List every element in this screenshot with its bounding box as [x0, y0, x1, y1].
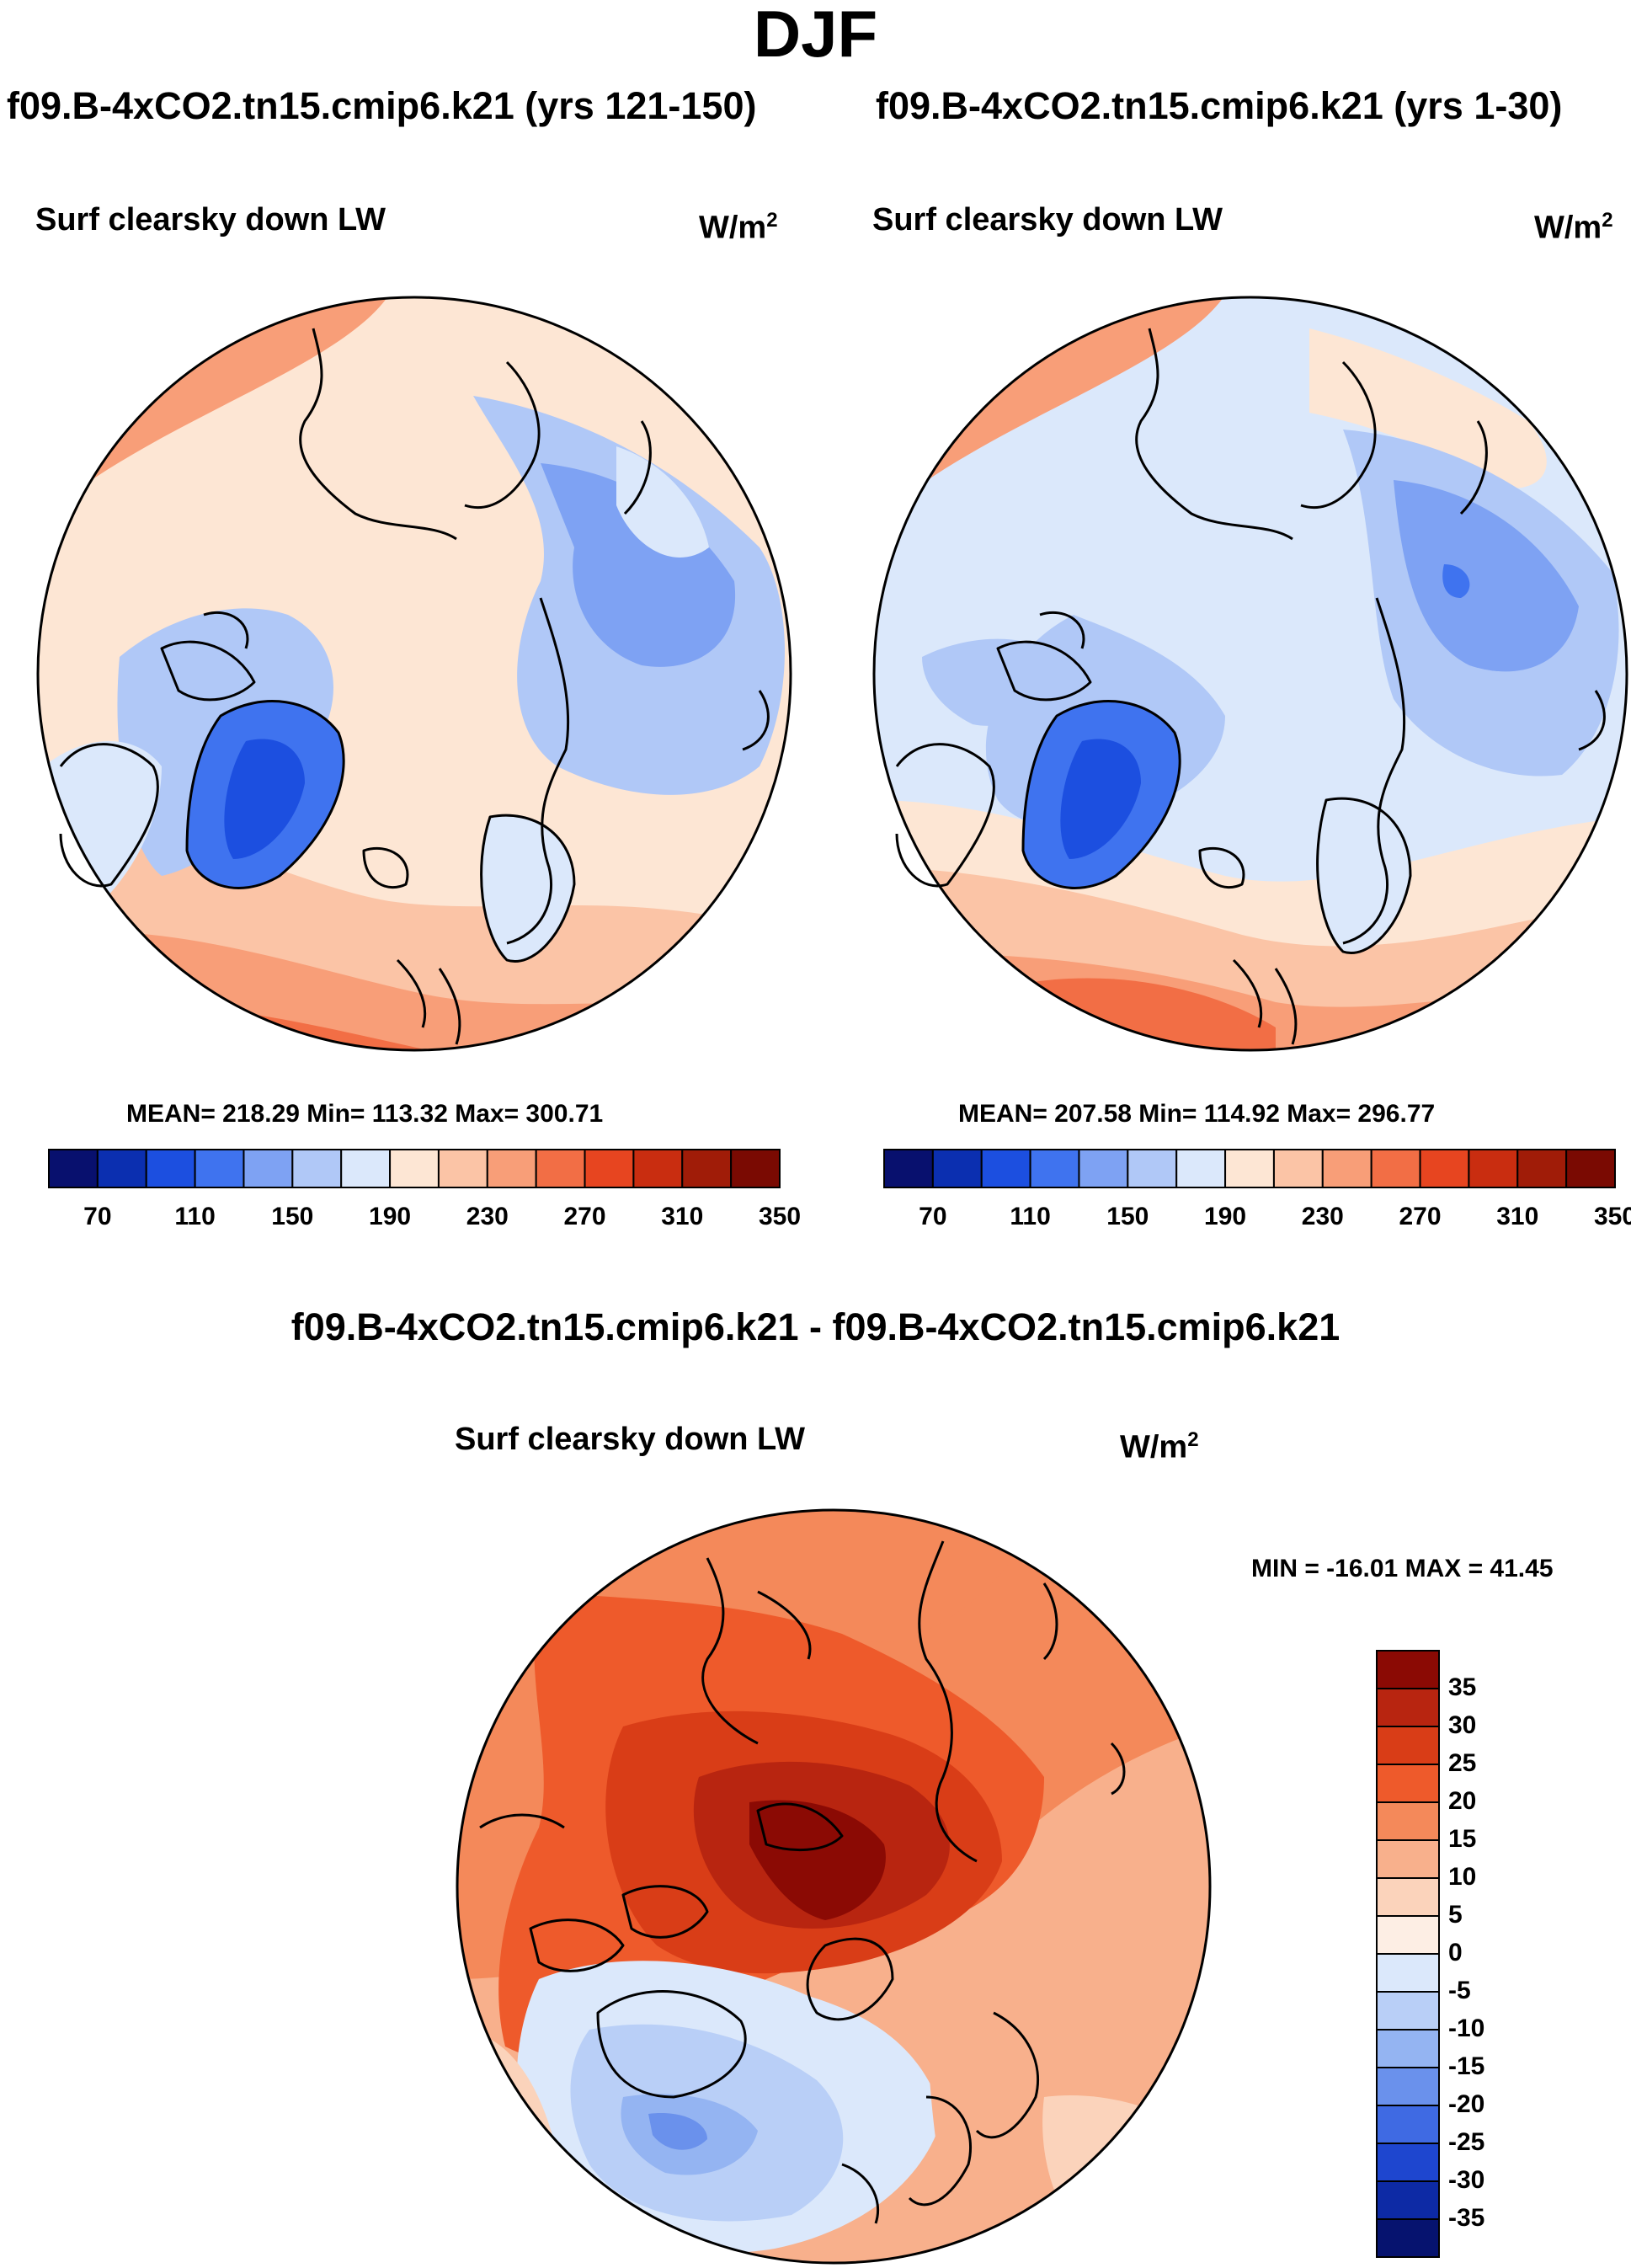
colorbar-swatch [145, 1149, 196, 1188]
colorbar-tick-label: 350 [758, 1203, 802, 1230]
colorbar-swatch [980, 1149, 1031, 1188]
colorbar-swatch [1376, 2180, 1440, 2220]
panel-2-stats: MEAN= 207.58 Min= 114.92 Max= 296.77 [958, 1100, 1436, 1128]
colorbar-swatch [1468, 1149, 1519, 1188]
colorbar-swatch [1376, 1877, 1440, 1917]
colorbar-tick-label: 310 [661, 1203, 704, 1230]
colorbar-swatch [486, 1149, 537, 1188]
colorbar-swatch [1419, 1149, 1470, 1188]
colorbar-tick-label: 350 [1593, 1203, 1631, 1230]
colorbar-tick-label: 20 [1448, 1787, 1477, 1815]
colorbar-swatch [389, 1149, 440, 1188]
colorbar-swatch [340, 1149, 392, 1188]
colorbar-tick-label: 150 [1106, 1203, 1149, 1230]
colorbar-tick-label: 70 [919, 1203, 947, 1230]
colorbar-tick-label: 25 [1448, 1749, 1477, 1777]
colorbar-swatch [632, 1149, 684, 1188]
colorbar-swatch [1376, 1915, 1440, 1955]
panel-2-colorbar-ticks: 70 110 150 190 230 270 310 350 [884, 1203, 1631, 1236]
colorbar-swatch [1175, 1149, 1227, 1188]
colorbar-tick-label: 0 [1448, 1939, 1463, 1966]
colorbar-tick-label: -20 [1448, 2090, 1485, 2118]
panel-1-colorbar-ticks: 70 110 150 190 230 270 310 350 [49, 1203, 801, 1236]
colorbar-tick-label: -30 [1448, 2166, 1485, 2194]
colorbar-tick-label: -35 [1448, 2204, 1485, 2232]
panel-1-case-title: f09.B-4xCO2.tn15.cmip6.k21 (yrs 121-150) [7, 84, 757, 127]
difference-colorbar-ticks: 35 30 25 20 15 10 5 0 -5 -10 -15 -20 -25 -30 -35 [1448, 1651, 1549, 2257]
panel-2-case-title: f09.B-4xCO2.tn15.cmip6.k21 (yrs 1-30) [876, 84, 1563, 127]
colorbar-tick-label: -10 [1448, 2015, 1485, 2042]
difference-stats: MIN = -16.01 MAX = 41.45 [1251, 1555, 1554, 1582]
colorbar-swatch [1376, 2143, 1440, 2182]
panel-2-variable-title: Surf clearsky down LW [872, 202, 1223, 237]
colorbar-tick-label: 270 [1399, 1203, 1442, 1230]
colorbar-tick-label: -5 [1448, 1977, 1471, 2004]
colorbar-tick-label: 230 [1301, 1203, 1344, 1230]
colorbar-swatch [1516, 1149, 1568, 1188]
colorbar-swatch [1376, 1801, 1440, 1841]
colorbar-tick-label: 190 [369, 1203, 412, 1230]
colorbar-swatch [1376, 1726, 1440, 1765]
colorbar-swatch [883, 1149, 934, 1188]
colorbar-swatch [730, 1149, 781, 1188]
colorbar-swatch [681, 1149, 733, 1188]
panel-1-stats: MEAN= 218.29 Min= 113.32 Max= 300.71 [126, 1100, 604, 1128]
colorbar-tick-label: 70 [83, 1203, 112, 1230]
colorbar-tick-label: 5 [1448, 1901, 1463, 1929]
colorbar-swatch [243, 1149, 294, 1188]
colorbar-swatch [1376, 1953, 1440, 1993]
panel-1-polar-map [36, 296, 792, 1052]
colorbar-swatch [1029, 1149, 1080, 1188]
colorbar-swatch [584, 1149, 635, 1188]
colorbar-tick-label: -15 [1448, 2052, 1485, 2080]
colorbar-swatch [1370, 1149, 1421, 1188]
colorbar-swatch [1376, 2067, 1440, 2106]
colorbar-swatch [1376, 1650, 1440, 1689]
colorbar-swatch [1376, 2218, 1440, 2258]
colorbar-tick-label: -25 [1448, 2128, 1485, 2156]
colorbar-swatch [437, 1149, 488, 1188]
colorbar-tick-label: 310 [1496, 1203, 1539, 1230]
panel-2-colorbar [883, 1149, 1617, 1188]
colorbar-swatch [291, 1149, 343, 1188]
colorbar-tick-label: 10 [1448, 1863, 1477, 1891]
colorbar-swatch [1376, 2105, 1440, 2144]
colorbar-swatch [96, 1149, 147, 1188]
colorbar-tick-label: 190 [1204, 1203, 1247, 1230]
colorbar-swatch [1272, 1149, 1324, 1188]
colorbar-swatch [48, 1149, 99, 1188]
difference-colorbar [1376, 1650, 1440, 2258]
colorbar-tick-label: 230 [466, 1203, 509, 1230]
colorbar-swatch [1224, 1149, 1275, 1188]
difference-variable-title: Surf clearsky down LW [455, 1422, 805, 1457]
difference-units: W/m2 [1120, 1428, 1199, 1465]
colorbar-swatch [1376, 1688, 1440, 1727]
panel-2-polar-map [872, 296, 1628, 1052]
colorbar-swatch [1078, 1149, 1129, 1188]
colorbar-tick-label: 30 [1448, 1711, 1477, 1739]
panel-1-colorbar [48, 1149, 781, 1188]
colorbar-tick-label: 15 [1448, 1825, 1477, 1853]
colorbar-swatch [1376, 1764, 1440, 1803]
colorbar-swatch [1321, 1149, 1372, 1188]
difference-polar-map [456, 1508, 1212, 2265]
difference-case-title: f09.B-4xCO2.tn15.cmip6.k21 - f09.B-4xCO2… [290, 1305, 1341, 1348]
colorbar-swatch [1565, 1149, 1617, 1188]
colorbar-tick-label: 110 [1010, 1203, 1051, 1230]
colorbar-swatch [1376, 1839, 1440, 1879]
colorbar-swatch [931, 1149, 983, 1188]
colorbar-swatch [1127, 1149, 1178, 1188]
colorbar-tick-label: 150 [271, 1203, 314, 1230]
colorbar-swatch [194, 1149, 245, 1188]
colorbar-swatch [1376, 1991, 1440, 2031]
colorbar-swatch [535, 1149, 586, 1188]
panel-1-units: W/m2 [699, 209, 778, 246]
panel-2-units: W/m2 [1534, 209, 1613, 246]
panel-1-variable-title: Surf clearsky down LW [35, 202, 386, 237]
colorbar-swatch [1376, 2029, 1440, 2068]
season-title: DJF [753, 0, 878, 71]
colorbar-tick-label: 110 [174, 1203, 216, 1230]
colorbar-tick-label: 270 [563, 1203, 606, 1230]
colorbar-tick-label: 35 [1448, 1673, 1477, 1701]
